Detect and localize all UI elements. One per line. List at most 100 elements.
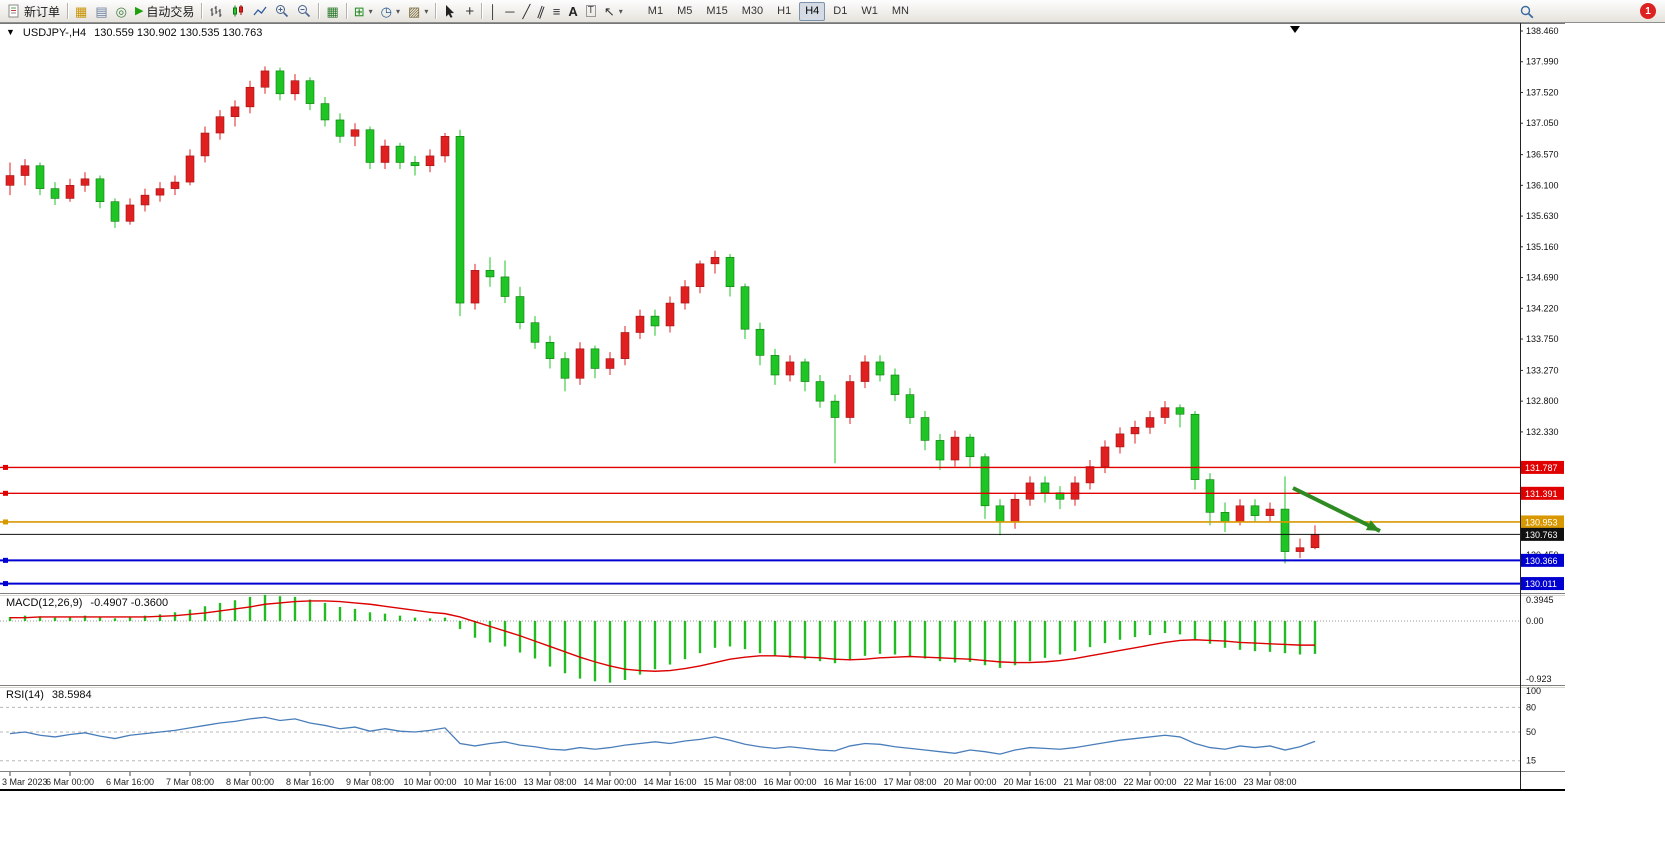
candle-body xyxy=(500,276,510,297)
line-handle[interactable] xyxy=(3,581,8,587)
search-button[interactable] xyxy=(1518,3,1536,21)
candle-body xyxy=(1040,482,1050,494)
time-axis-label: 15 Mar 08:00 xyxy=(703,777,756,787)
notification-badge[interactable]: 1 xyxy=(1640,3,1656,19)
bar-chart-icon xyxy=(210,6,222,17)
candle-body xyxy=(515,296,525,323)
candle-body xyxy=(485,270,495,278)
dropdown-icon: ▾ xyxy=(618,6,623,16)
vertical-line-button[interactable]: │ xyxy=(485,1,501,21)
profiles-icon: ▤ xyxy=(95,3,108,19)
rsi-splitter[interactable] xyxy=(0,685,1565,688)
time-axis-label: 3 Mar 2023 xyxy=(2,777,48,787)
indicators-button[interactable]: ⊞ ▾ xyxy=(350,1,377,21)
line-handle[interactable] xyxy=(3,519,8,525)
time-axis-label: 10 Mar 16:00 xyxy=(463,777,516,787)
trend-arrow[interactable] xyxy=(1292,486,1381,533)
candle-body xyxy=(935,440,945,461)
autotrading-button[interactable]: ▶ 自动交易 xyxy=(131,1,198,21)
candle-body xyxy=(1010,498,1020,523)
candle-body xyxy=(815,381,825,402)
bar-chart-button[interactable] xyxy=(205,1,227,21)
rsi-axis-label: 50 xyxy=(1526,727,1536,737)
autotrading-label: 自动交易 xyxy=(146,4,195,19)
tile-windows-button[interactable]: ▦ xyxy=(322,1,342,21)
trendline-button[interactable]: ╱ xyxy=(518,1,534,21)
toolbar-separator xyxy=(481,3,483,19)
text-tool-icon: A xyxy=(568,3,578,19)
line-chart-button[interactable] xyxy=(249,1,271,21)
profiles-button[interactable]: ▤ xyxy=(91,1,111,21)
timeframe-m1[interactable]: M1 xyxy=(647,4,664,17)
macd-axis-label: -0.923 xyxy=(1526,674,1552,684)
line-handle[interactable] xyxy=(3,557,8,563)
navigator-button[interactable]: ◎ xyxy=(112,1,131,21)
candle-body xyxy=(1220,512,1230,523)
periods-button[interactable]: ◷ ▾ xyxy=(377,1,404,21)
candle-body xyxy=(680,286,690,304)
price-tag xyxy=(1521,460,1564,474)
label-tool-button[interactable]: T xyxy=(582,1,600,21)
timeframe-m15[interactable]: M15 xyxy=(706,4,728,17)
candle-body xyxy=(575,348,585,379)
toolbar-separator xyxy=(345,3,347,19)
price-tag xyxy=(1521,527,1564,541)
candle-body xyxy=(890,374,900,395)
current-price-line[interactable]: 130.763 xyxy=(0,527,1564,541)
crosshair-button[interactable]: + xyxy=(461,1,478,21)
dropdown-icon: ▾ xyxy=(424,6,429,16)
timeframe-h4[interactable]: H4 xyxy=(799,1,826,21)
zoom-in-button[interactable] xyxy=(271,1,293,21)
time-axis-label: 16 Mar 00:00 xyxy=(763,777,816,787)
candlestick-button[interactable] xyxy=(227,1,249,21)
candle-body xyxy=(770,355,780,376)
chart-end-marker-icon[interactable] xyxy=(1290,26,1300,33)
template-button[interactable]: ▨ ▾ xyxy=(404,1,432,21)
candle-body xyxy=(530,322,540,343)
support-line-1[interactable]: 130.366 xyxy=(0,553,1564,567)
zoom-out-button[interactable] xyxy=(293,1,315,21)
timeframe-m5[interactable]: M5 xyxy=(677,4,693,17)
line-handle[interactable] xyxy=(3,490,8,496)
candle-body xyxy=(1250,505,1260,516)
arrows-tool-button[interactable]: ↖ ▾ xyxy=(600,1,627,21)
horizontal-line-button[interactable]: ─ xyxy=(501,1,518,21)
toolbar-separator xyxy=(201,3,203,19)
yellow-support-line[interactable]: 130.953 xyxy=(0,515,1564,529)
crosshair-icon: + xyxy=(465,2,475,20)
candle-body xyxy=(1025,482,1035,500)
price-axis-label: 133.750 xyxy=(1526,334,1559,344)
candle-body xyxy=(590,348,600,369)
candle-body xyxy=(650,315,660,327)
macd-splitter[interactable] xyxy=(0,593,1565,596)
candle-body xyxy=(350,129,360,137)
line-handle[interactable] xyxy=(3,464,8,470)
fibonacci-button[interactable]: ≡ xyxy=(549,1,565,21)
candle-body xyxy=(140,194,150,206)
candle-body xyxy=(20,165,30,176)
candle-body xyxy=(290,80,300,95)
candlestick-series[interactable] xyxy=(5,66,1320,564)
resistance-line-1[interactable]: 131.787 xyxy=(0,460,1564,474)
channel-button[interactable]: ∥ xyxy=(534,1,549,21)
price-chart[interactable]: 138.460 137.990 137.520 137.050 136.570 136.1… xyxy=(0,23,1565,793)
new-chart-button[interactable]: ▦ xyxy=(71,1,91,21)
timeframe-w1[interactable]: W1 xyxy=(861,4,878,17)
rsi-line xyxy=(9,716,1316,755)
candle-body xyxy=(1235,505,1245,523)
text-tool-button[interactable]: A xyxy=(564,1,581,21)
candle-body xyxy=(1115,433,1125,448)
timeframe-mn[interactable]: MN xyxy=(891,4,909,17)
timeframe-d1[interactable]: D1 xyxy=(833,4,848,17)
time-axis-label: 13 Mar 08:00 xyxy=(523,777,576,787)
resistance-line-2[interactable]: 131.391 xyxy=(0,486,1564,500)
toolbar: 新订单 ▦ ▤ ◎ ▶ 自动交易 xyxy=(0,0,1665,23)
support-line-2[interactable]: 130.011 xyxy=(0,577,1564,591)
timeframe-m30[interactable]: M30 xyxy=(741,4,764,17)
new-order-button[interactable]: 新订单 xyxy=(3,1,64,21)
timeframe-h1[interactable]: H1 xyxy=(777,4,792,17)
cursor-button[interactable] xyxy=(439,1,461,21)
candle-body xyxy=(755,328,765,356)
rsi-axis-label: 15 xyxy=(1526,756,1536,766)
